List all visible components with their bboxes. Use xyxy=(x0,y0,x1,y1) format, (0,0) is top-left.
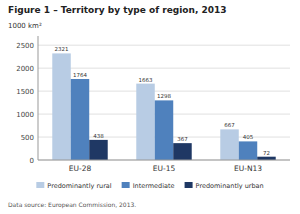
bar xyxy=(136,84,154,160)
bar xyxy=(52,53,70,160)
x-tick-label: EU-N13 xyxy=(234,164,262,173)
legend-swatch xyxy=(122,182,130,188)
bar xyxy=(220,129,238,160)
data-label: 2321 xyxy=(55,46,69,52)
y-tick-label: 0 xyxy=(30,157,34,165)
legend-swatch xyxy=(36,182,44,188)
grid-line xyxy=(38,45,290,46)
grid-line xyxy=(38,160,290,161)
x-tick-label: EU-28 xyxy=(69,164,92,173)
y-tick-label: 2500 xyxy=(16,42,34,50)
title: Figure 1 – Territory by type of region, … xyxy=(8,5,227,15)
data-label: 405 xyxy=(243,134,254,140)
grid-line xyxy=(38,68,290,69)
data-label: 1298 xyxy=(157,93,171,99)
data-label: 367 xyxy=(177,136,188,142)
x-tick-label: EU-15 xyxy=(153,164,176,173)
legend-item: Intermediate xyxy=(122,182,175,190)
data-label: 1663 xyxy=(139,77,153,83)
y-tick-label: 2000 xyxy=(16,65,34,73)
y-tick-label: 1000 xyxy=(16,111,34,119)
y-axis-line xyxy=(38,36,39,160)
data-label: 1764 xyxy=(73,72,87,78)
x-axis-line xyxy=(38,160,290,161)
bars xyxy=(52,53,275,160)
legend-item: Predominantly rural xyxy=(36,182,112,190)
legend-item: Predominantly urban xyxy=(185,182,264,190)
legend-label: Intermediate xyxy=(133,182,175,190)
bar xyxy=(173,143,191,160)
bar xyxy=(71,79,89,160)
data-label: 667 xyxy=(224,122,235,128)
y-tick-label: 1500 xyxy=(16,88,34,96)
data-label: 72 xyxy=(263,150,270,156)
annotation: Data source: European Commission, 2013. xyxy=(8,201,136,209)
chart: Figure 1 – Territory by type of region, … xyxy=(0,0,300,214)
bar xyxy=(239,141,257,160)
legend: Predominantly rural Intermediate Predomina… xyxy=(36,182,263,190)
legend-label: Predominantly rural xyxy=(47,182,112,190)
legend-label: Predominantly urban xyxy=(196,182,264,190)
y-axis-label: 1000 km² xyxy=(8,22,42,30)
data-label: 438 xyxy=(93,133,104,139)
bar xyxy=(89,140,107,160)
data-labels: 2321 1663 667 1764 1298 405 438 367 72 xyxy=(55,46,270,155)
bar xyxy=(155,100,173,160)
y-tick-label: 500 xyxy=(21,134,34,142)
legend-swatch xyxy=(185,182,193,188)
